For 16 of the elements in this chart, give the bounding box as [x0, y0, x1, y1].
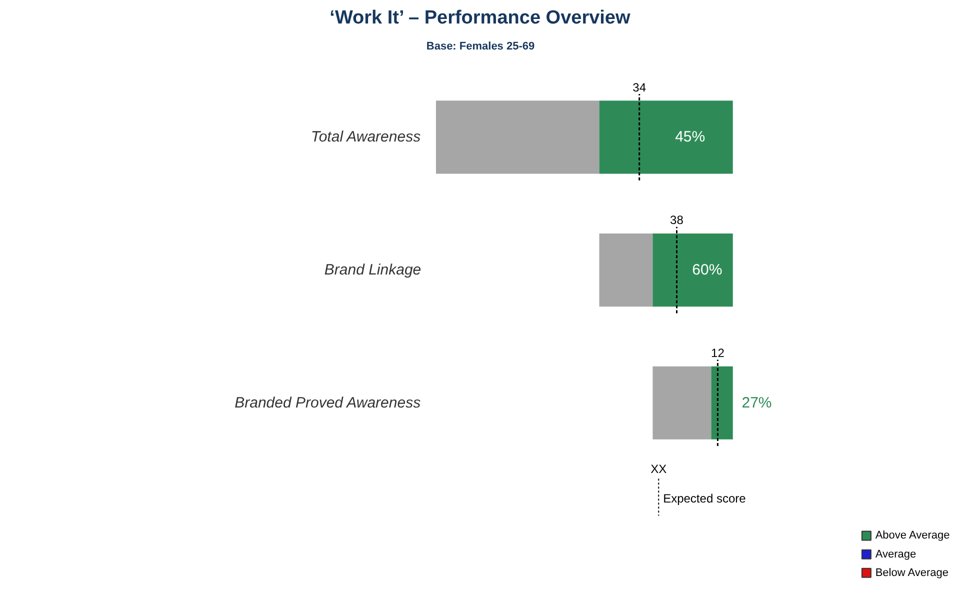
legend-label: Above Average [875, 530, 950, 542]
legend-label: Average [875, 548, 916, 560]
text: Expected score [663, 492, 746, 506]
text: XX [650, 462, 667, 476]
text: 12 [711, 346, 725, 360]
text: ‘Work It’ – Performance Overview [330, 8, 631, 28]
text: Base: Females 25-69 [426, 40, 535, 52]
data-label: 60% [692, 262, 722, 279]
text: 34 [632, 80, 646, 94]
text: 38 [670, 213, 684, 228]
legend-label: Below Average [875, 566, 949, 579]
data-label: 27% [742, 394, 772, 412]
category-label: Total Awareness [311, 128, 422, 146]
category-label: Brand Linkage [324, 262, 422, 279]
data-label: 45% [675, 128, 706, 146]
category-label: Branded Proved Awareness [234, 394, 422, 412]
